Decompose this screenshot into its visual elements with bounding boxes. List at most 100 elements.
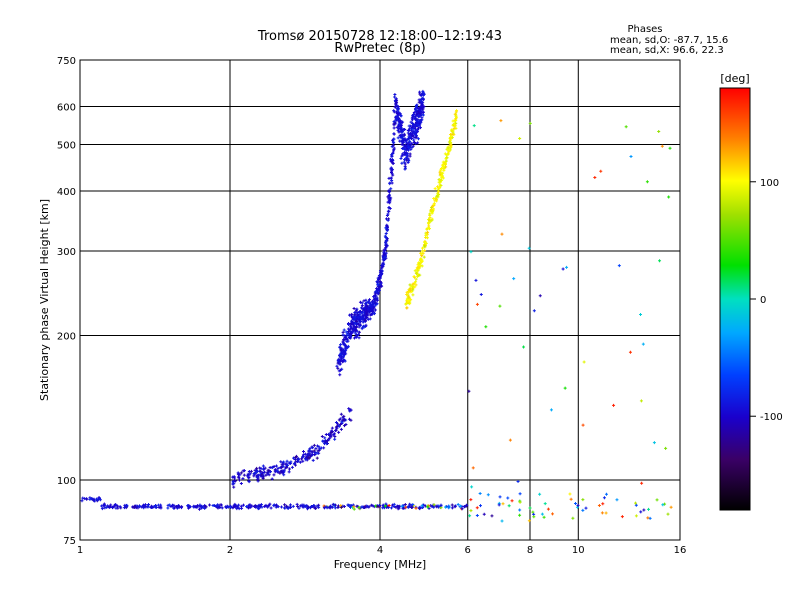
data-point bbox=[424, 233, 428, 237]
data-point bbox=[424, 241, 428, 245]
data-point bbox=[288, 467, 292, 471]
data-point bbox=[378, 275, 382, 279]
data-point bbox=[507, 504, 511, 508]
data-point bbox=[262, 470, 266, 474]
data-point bbox=[666, 512, 670, 516]
data-point bbox=[356, 311, 360, 315]
data-point bbox=[414, 283, 418, 287]
data-point bbox=[522, 345, 526, 349]
data-point bbox=[445, 147, 449, 151]
data-point bbox=[420, 259, 424, 263]
data-point bbox=[435, 199, 439, 203]
data-point bbox=[298, 460, 302, 464]
data-point bbox=[343, 359, 347, 363]
y-axis-ticks: 750 600 500 400 300 200 100 75 bbox=[57, 56, 76, 547]
data-point bbox=[368, 298, 372, 302]
data-point bbox=[379, 272, 383, 276]
data-point bbox=[341, 339, 345, 343]
data-point bbox=[247, 469, 251, 473]
data-point bbox=[336, 366, 340, 370]
data-point bbox=[261, 464, 265, 468]
data-point bbox=[349, 418, 353, 422]
chart-title: Tromsø 20150728 12:18:00–12:19:43 bbox=[257, 29, 502, 44]
data-point bbox=[268, 465, 272, 469]
data-point bbox=[414, 136, 418, 140]
data-point bbox=[437, 180, 441, 184]
colorbar-tick-label: 100 bbox=[760, 178, 779, 189]
data-point bbox=[453, 112, 457, 116]
data-point bbox=[405, 155, 409, 159]
data-point bbox=[300, 503, 304, 507]
data-point bbox=[417, 113, 421, 117]
data-point bbox=[354, 326, 358, 330]
data-point bbox=[425, 227, 429, 231]
data-point bbox=[334, 428, 338, 432]
y-axis-label: Stationary phase Virtual Height [km] bbox=[38, 199, 51, 401]
data-point bbox=[398, 112, 402, 116]
data-point bbox=[341, 330, 345, 334]
data-point bbox=[420, 103, 424, 107]
data-point bbox=[393, 95, 397, 99]
data-point bbox=[351, 318, 355, 322]
data-point bbox=[370, 303, 374, 307]
data-point bbox=[254, 471, 258, 475]
data-point bbox=[421, 107, 425, 111]
x-tick-label: 8 bbox=[527, 545, 533, 556]
data-point bbox=[410, 125, 414, 129]
data-point bbox=[411, 122, 415, 126]
data-point bbox=[421, 246, 425, 250]
data-point bbox=[417, 124, 421, 128]
data-point bbox=[269, 470, 273, 474]
data-point bbox=[448, 137, 452, 141]
data-point bbox=[303, 452, 307, 456]
data-point bbox=[307, 452, 311, 456]
colorbar-tick-label: -100 bbox=[760, 412, 783, 423]
data-point bbox=[261, 471, 265, 475]
data-point bbox=[258, 505, 262, 509]
data-point bbox=[341, 333, 345, 337]
data-point bbox=[330, 505, 334, 509]
data-point bbox=[334, 421, 338, 425]
data-point bbox=[348, 334, 352, 338]
data-point bbox=[392, 137, 396, 141]
data-point bbox=[365, 312, 369, 316]
data-point bbox=[242, 503, 245, 507]
data-point bbox=[429, 208, 433, 212]
data-point bbox=[342, 341, 346, 345]
data-point bbox=[317, 445, 321, 449]
data-point bbox=[386, 218, 390, 222]
data-point bbox=[132, 505, 136, 509]
data-point bbox=[391, 161, 395, 165]
data-point bbox=[634, 503, 638, 507]
data-point bbox=[428, 220, 432, 224]
data-point bbox=[406, 148, 410, 152]
x-tick-label: 6 bbox=[465, 545, 471, 556]
data-point bbox=[414, 104, 418, 108]
data-point bbox=[401, 120, 405, 124]
data-point bbox=[445, 152, 449, 156]
data-point bbox=[409, 298, 413, 302]
plot-frame bbox=[79, 59, 681, 541]
data-point bbox=[208, 503, 212, 507]
data-point bbox=[372, 299, 376, 303]
x-axis-label: Frequency [MHz] bbox=[334, 558, 426, 571]
data-point bbox=[593, 176, 597, 180]
data-point bbox=[352, 505, 356, 509]
data-point bbox=[384, 236, 388, 240]
data-point bbox=[353, 313, 357, 317]
data-point bbox=[366, 317, 370, 321]
data-point bbox=[392, 502, 396, 506]
data-point bbox=[315, 451, 319, 455]
data-point bbox=[405, 293, 409, 297]
data-point bbox=[406, 299, 410, 303]
data-point bbox=[281, 461, 285, 465]
data-point bbox=[376, 290, 380, 294]
data-point bbox=[419, 263, 423, 267]
data-point bbox=[349, 325, 353, 329]
data-point bbox=[406, 160, 410, 164]
data-point bbox=[263, 504, 267, 508]
data-point bbox=[408, 139, 412, 143]
data-point bbox=[353, 317, 357, 321]
data-point bbox=[293, 457, 297, 461]
